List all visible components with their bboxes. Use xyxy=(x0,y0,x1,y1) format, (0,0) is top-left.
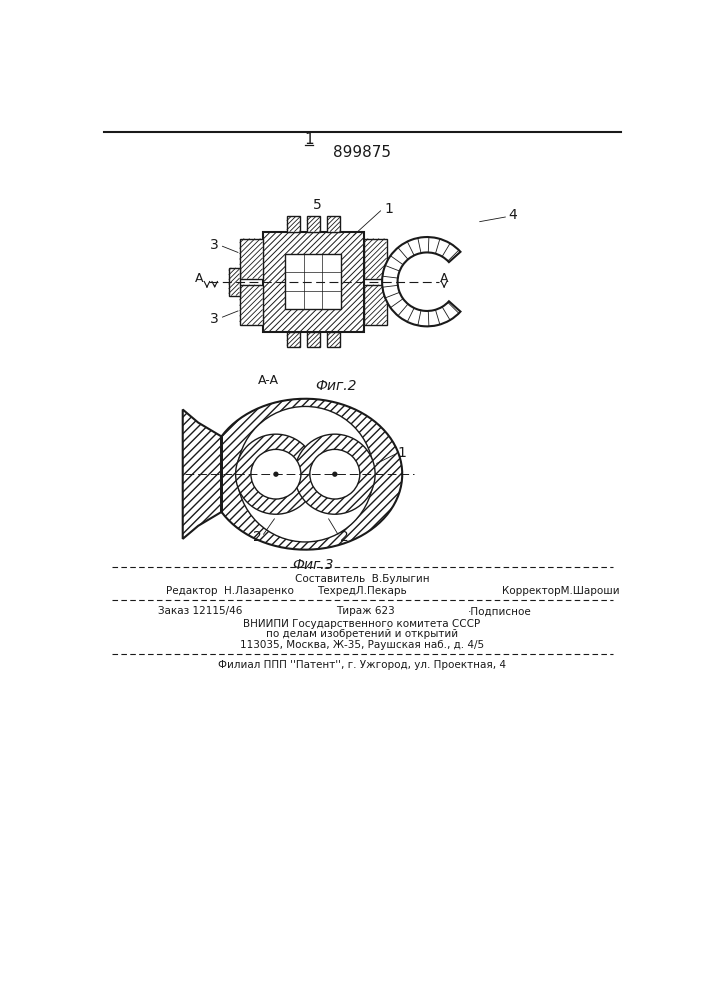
Circle shape xyxy=(237,406,373,542)
Bar xyxy=(363,239,387,279)
Bar xyxy=(287,216,300,232)
Text: КорректорМ.Шароши: КорректорМ.Шароши xyxy=(502,586,620,596)
Text: 1: 1 xyxy=(385,202,394,216)
Circle shape xyxy=(295,434,375,514)
Text: 113035, Москва, Ж-35, Раушская наб., д. 4/5: 113035, Москва, Ж-35, Раушская наб., д. … xyxy=(240,640,484,650)
Wedge shape xyxy=(382,237,460,326)
Text: A: A xyxy=(195,272,204,285)
Bar xyxy=(228,268,240,296)
Text: Составитель  В.Булыгин: Составитель В.Булыгин xyxy=(295,574,429,584)
Circle shape xyxy=(235,434,316,514)
Text: по делам изобретений и открытий: по делам изобретений и открытий xyxy=(266,629,458,639)
Text: 2: 2 xyxy=(253,530,262,544)
Text: 3: 3 xyxy=(210,238,219,252)
Bar xyxy=(263,232,363,332)
Text: Редактор  Н.Лазаренко: Редактор Н.Лазаренко xyxy=(166,586,293,596)
Bar xyxy=(327,332,340,347)
Bar xyxy=(307,216,320,232)
Text: Фиг.3: Фиг.3 xyxy=(293,558,334,572)
Bar xyxy=(363,285,387,325)
Text: Заказ 12115/46: Заказ 12115/46 xyxy=(158,606,243,616)
Polygon shape xyxy=(182,399,402,550)
Circle shape xyxy=(333,472,337,476)
Bar xyxy=(287,332,300,347)
Bar xyxy=(307,332,320,347)
Circle shape xyxy=(310,449,360,499)
Text: 899875: 899875 xyxy=(333,145,391,160)
Text: A-A: A-A xyxy=(257,374,279,387)
Bar xyxy=(285,254,341,309)
Text: ·Подписное: ·Подписное xyxy=(468,606,532,616)
Text: 2: 2 xyxy=(340,530,349,544)
Bar xyxy=(240,285,263,325)
Circle shape xyxy=(274,472,278,476)
Text: ТехредЛ.Пекарь: ТехредЛ.Пекарь xyxy=(317,586,407,596)
Circle shape xyxy=(251,449,301,499)
Text: Тираж 623: Тираж 623 xyxy=(337,606,395,616)
Text: 4: 4 xyxy=(508,208,517,222)
Text: ВНИИПИ Государственного комитета СССР: ВНИИПИ Государственного комитета СССР xyxy=(243,619,481,629)
Bar xyxy=(240,239,263,279)
Text: 3: 3 xyxy=(210,312,219,326)
Text: 1: 1 xyxy=(305,132,314,147)
Text: 1: 1 xyxy=(398,446,407,460)
Text: 5: 5 xyxy=(312,198,322,212)
Text: A: A xyxy=(440,272,448,285)
Text: Филиал ППП ''Патент'', г. Ужгород, ул. Проектная, 4: Филиал ППП ''Патент'', г. Ужгород, ул. П… xyxy=(218,660,506,670)
Text: Фиг.2: Фиг.2 xyxy=(315,379,357,393)
Bar xyxy=(327,216,340,232)
